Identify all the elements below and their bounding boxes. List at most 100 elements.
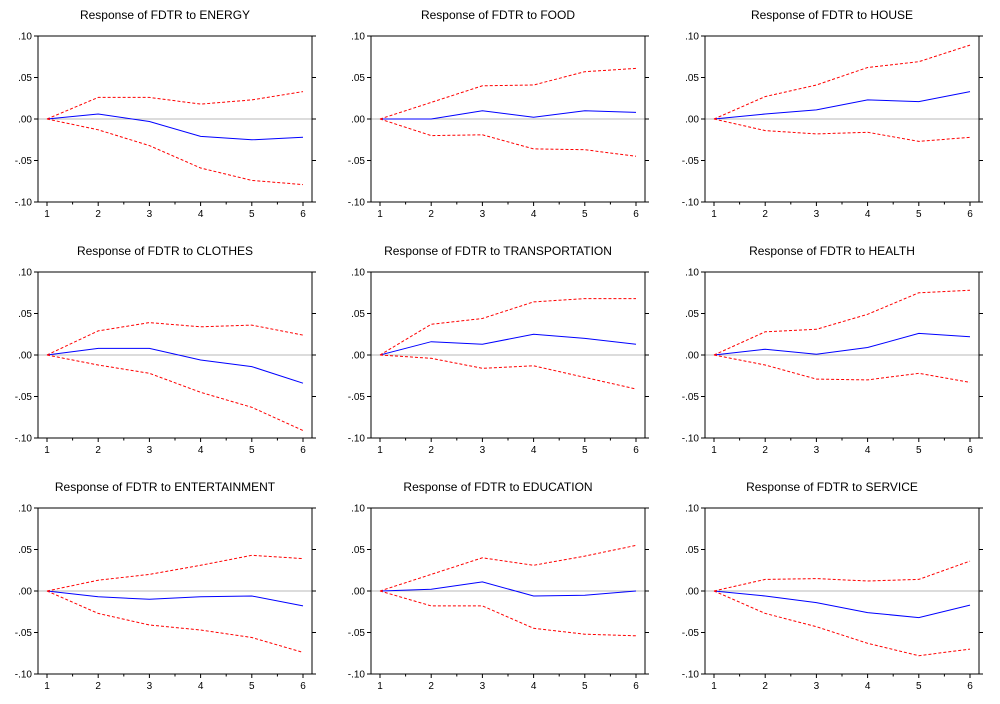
y-tick-label: .05: [351, 73, 365, 84]
chart-plot: .10 .05 .00 -.05 -.10 1 2 3 4 5 6: [15, 268, 316, 456]
x-tick-label: 2: [95, 209, 101, 220]
chart-panel: Response of FDTR to FOOD .10 .05 .00 -.05 -.1…: [333, 0, 663, 232]
y-tick-label: -.10: [348, 434, 366, 445]
x-tick-label: 6: [633, 445, 639, 456]
y-tick-label: .05: [685, 73, 699, 84]
chart-panel: Response of FDTR to TRANSPORTATION .10 .05…: [333, 236, 663, 468]
plot-frame: [704, 35, 980, 203]
y-tick-label: .00: [351, 587, 365, 598]
y-tick-label: .05: [685, 545, 699, 556]
plot-frame: [370, 507, 646, 675]
y-tick-label: .05: [18, 545, 32, 556]
x-tick-label: 2: [95, 445, 101, 456]
x-tick-label: 3: [147, 445, 153, 456]
chart-panel: Response of FDTR to SERVICE .10 .05 .00 -.05…: [667, 472, 997, 704]
x-tick-label: 2: [95, 681, 101, 692]
y-tick-label: -.05: [15, 156, 33, 167]
x-tick-label: 4: [198, 681, 204, 692]
y-tick-label: .05: [18, 309, 32, 320]
chart-title: Response of FDTR to SERVICE: [746, 480, 918, 494]
response-line: [380, 110, 637, 120]
confidence-band-line: [713, 590, 971, 657]
y-tick-label: .00: [18, 351, 32, 362]
chart-title: Response of FDTR to FOOD: [420, 8, 576, 22]
x-tick-label: 5: [582, 681, 588, 692]
y-tick-label: -.05: [348, 392, 366, 403]
x-tick-label: 1: [377, 445, 383, 456]
chart-title: Response of FDTR to TRANSPORTATION: [384, 244, 612, 258]
y-tick-label: -.05: [15, 392, 33, 403]
x-tick-label: 3: [147, 681, 153, 692]
x-tick-label: 5: [582, 445, 588, 456]
x-tick-label: 1: [377, 209, 383, 220]
x-tick-label: 1: [44, 681, 50, 692]
confidence-band-line: [46, 554, 304, 592]
confidence-band-line: [379, 590, 637, 637]
chart-panel: Response of FDTR to HEALTH .10 .05 .00 -.05 -…: [667, 236, 997, 468]
chart-plot: .10 .05 .00 -.05 -.10 1 2 3 4 5 6: [682, 504, 983, 692]
y-tick-label: .10: [685, 504, 699, 515]
chart-plot: .10 .05 .00 -.05 -.10 1 2 3 4 5 6: [15, 504, 316, 692]
response-line: [713, 91, 971, 120]
x-tick-label: 4: [531, 681, 537, 692]
confidence-band-line: [713, 289, 971, 356]
y-tick-label: -.10: [682, 670, 700, 681]
response-line: [379, 581, 637, 597]
x-tick-label: 4: [865, 209, 871, 220]
chart-panel: Response of FDTR to ENTERTAINMENT .10 .05.…: [0, 472, 330, 704]
plot-frame: [370, 271, 646, 439]
chart-panel: Response of FDTR to ENERGY .10 .05 .00 -.05 -…: [0, 0, 330, 232]
x-tick-label: 2: [762, 681, 768, 692]
x-tick-label: 6: [300, 445, 306, 456]
plot-frame: [37, 507, 313, 675]
confidence-band-line: [46, 322, 304, 356]
x-tick-label: 4: [531, 209, 537, 220]
x-tick-label: 2: [762, 209, 768, 220]
y-tick-label: -.10: [15, 670, 33, 681]
x-tick-label: 1: [711, 681, 717, 692]
x-tick-label: 1: [44, 209, 50, 220]
x-tick-label: 2: [762, 445, 768, 456]
x-tick-label: 5: [582, 209, 588, 220]
y-tick-label: -.05: [348, 628, 366, 639]
y-tick-label: .00: [18, 587, 32, 598]
chart-title: Response of FDTR to HOUSE: [750, 8, 914, 22]
plot-frame: [704, 507, 980, 675]
response-line: [46, 590, 304, 607]
response-line: [46, 113, 304, 141]
confidence-band-line: [379, 354, 637, 390]
x-tick-label: 1: [711, 209, 717, 220]
y-tick-label: .10: [18, 32, 32, 43]
x-tick-label: 6: [967, 445, 973, 456]
confidence-band-line: [379, 67, 637, 120]
y-tick-label: .00: [18, 115, 32, 126]
y-tick-label: .10: [18, 504, 32, 515]
x-tick-label: 4: [865, 681, 871, 692]
plot-frame: [370, 35, 646, 203]
x-tick-label: 4: [198, 209, 204, 220]
y-tick-label: -.10: [682, 198, 700, 209]
confidence-band-line: [379, 544, 637, 592]
confidence-band-line: [46, 590, 304, 653]
y-tick-label: .10: [351, 268, 365, 279]
chart-title: Response of FDTR to ENTERTAINMENT: [54, 480, 276, 494]
y-tick-label: -.05: [15, 628, 33, 639]
confidence-band-line: [379, 298, 636, 356]
y-tick-label: -.10: [348, 670, 366, 681]
chart-title: Response of FDTR to ENERGY: [79, 8, 251, 22]
plot-frame: [704, 271, 980, 439]
confidence-band-line: [713, 118, 971, 142]
y-tick-label: .05: [351, 545, 365, 556]
chart-plot: .10 .05 .00 -.05 -.10 1 2 3 4 5 6: [682, 32, 983, 220]
chart-panel: Response of FDTR to CLOTHES .10 .05 .00 -.05…: [0, 236, 330, 468]
x-tick-label: 3: [814, 445, 820, 456]
x-tick-label: 4: [865, 445, 871, 456]
x-tick-label: 5: [916, 681, 922, 692]
x-tick-label: 4: [531, 445, 537, 456]
plot-frame: [37, 271, 313, 439]
x-tick-label: 3: [814, 209, 820, 220]
chart-title: Response of FDTR to CLOTHES: [76, 244, 254, 258]
y-tick-label: .10: [351, 504, 365, 515]
x-tick-label: 3: [480, 681, 486, 692]
